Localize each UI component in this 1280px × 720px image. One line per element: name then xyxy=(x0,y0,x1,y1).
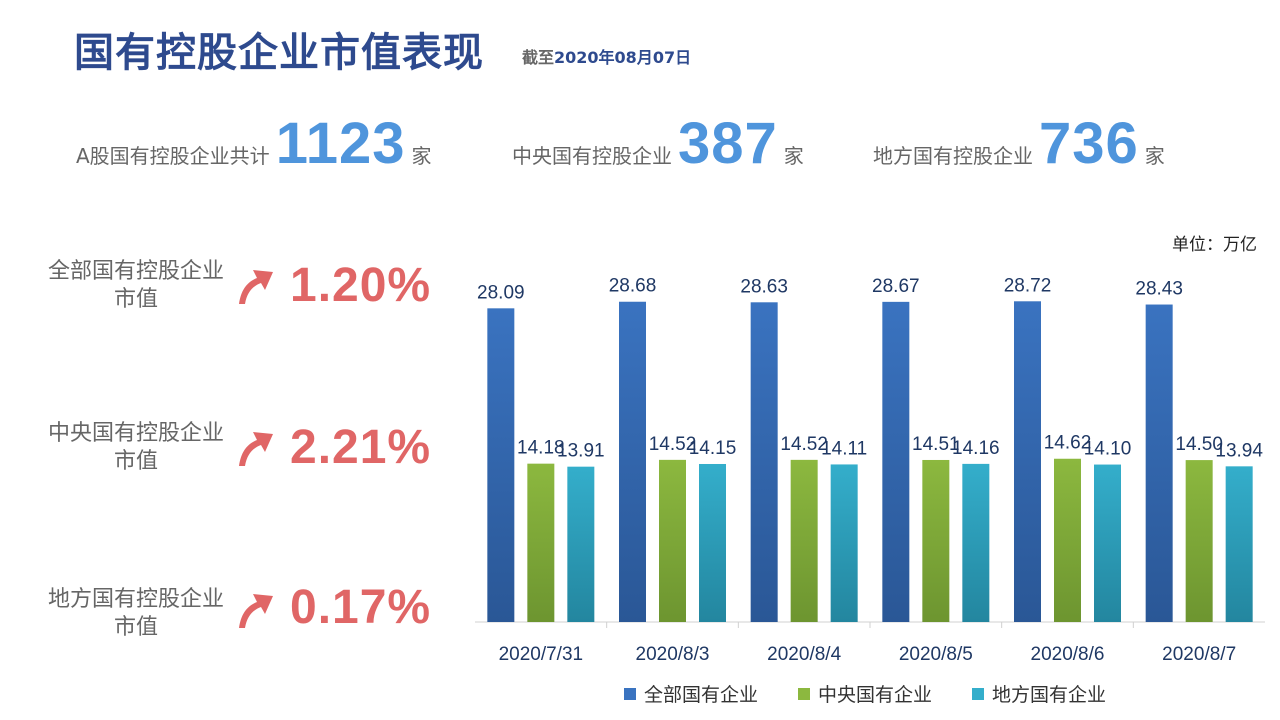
up-arrow-icon xyxy=(239,270,273,304)
data-label: 14.15 xyxy=(689,438,737,459)
stat-total-unit: 家 xyxy=(411,144,432,168)
bar-series-0 xyxy=(619,301,646,622)
stat-local-unit: 家 xyxy=(1144,144,1165,168)
data-label: 14.10 xyxy=(1084,439,1132,460)
stat-total-value: 1123 xyxy=(275,111,406,176)
x-tick-label: 2020/8/4 xyxy=(767,644,841,665)
data-label: 28.63 xyxy=(740,276,788,297)
up-arrow-icon xyxy=(239,594,273,628)
bar-series-0 xyxy=(882,301,910,622)
legend-item-all: 全部国有企业 xyxy=(624,680,758,707)
x-tick-label: 2020/8/5 xyxy=(899,644,973,665)
data-label: 14.16 xyxy=(952,438,1000,459)
data-label: 28.09 xyxy=(477,282,525,303)
data-label: 14.50 xyxy=(1175,434,1223,455)
bar-series-1 xyxy=(1054,458,1081,622)
data-label: 14.52 xyxy=(780,434,828,455)
bar-series-0 xyxy=(1145,304,1173,622)
kpi-local-change: 0.17% xyxy=(290,581,432,634)
bar-series-1 xyxy=(659,459,686,622)
legend-label-central: 中央国有企业 xyxy=(818,684,933,706)
bar-series-0 xyxy=(750,302,778,622)
x-tick-label: 2020/8/3 xyxy=(636,644,710,665)
bar-series-1 xyxy=(790,459,818,622)
stat-local-value: 736 xyxy=(1039,111,1139,176)
data-label: 14.52 xyxy=(649,434,697,455)
chart-unit-label: 单位：万亿 xyxy=(1172,235,1257,255)
stat-central: 中央国有控股企业 387 家 xyxy=(512,110,804,177)
bar-series-1 xyxy=(527,463,555,622)
stat-central-unit: 家 xyxy=(783,144,804,168)
legend-swatch-central xyxy=(798,687,811,700)
bar-series-2 xyxy=(1225,466,1253,622)
up-arrow-icon xyxy=(239,432,273,466)
data-label: 14.11 xyxy=(821,438,867,459)
stat-central-label: 中央国有控股企业 xyxy=(512,144,672,168)
legend-item-central: 中央国有企业 xyxy=(798,680,932,707)
x-tick-label: 2020/8/7 xyxy=(1162,644,1236,665)
data-label: 13.94 xyxy=(1215,440,1263,461)
stat-total: A股国有控股企业共计 1123 家 xyxy=(76,110,432,177)
data-label: 13.91 xyxy=(557,441,605,462)
stat-local-label: 地方国有控股企业 xyxy=(873,144,1033,168)
data-label: 14.18 xyxy=(517,438,565,459)
page-title: 国有控股企业市值表现 xyxy=(74,30,484,76)
data-label: 14.51 xyxy=(912,434,960,455)
bar-series-1 xyxy=(922,459,950,622)
bar-chart: 28.0914.1813.912020/7/3128.6814.5214.152… xyxy=(475,275,1265,665)
chart-legend: 全部国有企业 中央国有企业 地方国有企业 xyxy=(624,680,1106,707)
data-label: 28.43 xyxy=(1135,279,1183,300)
bar-series-0 xyxy=(487,308,515,622)
as-of-date-value: 2020年08月07日 xyxy=(554,48,692,67)
kpi-all-change: 1.20% xyxy=(290,259,432,312)
as-of-date: 截至2020年08月07日 xyxy=(522,44,691,68)
bar-series-2 xyxy=(1094,464,1121,622)
legend-swatch-all xyxy=(624,687,636,700)
legend-label-all: 全部国有企业 xyxy=(644,684,759,706)
bar-series-2 xyxy=(830,464,858,622)
bar-series-0 xyxy=(1014,301,1041,622)
x-tick-label: 2020/7/31 xyxy=(499,644,584,665)
x-tick-label: 2020/8/6 xyxy=(1031,644,1105,665)
data-label: 28.67 xyxy=(872,276,920,297)
bar-series-2 xyxy=(962,463,990,622)
bar-series-2 xyxy=(699,463,726,622)
legend-item-local: 地方国有企业 xyxy=(972,680,1106,707)
data-label: 28.72 xyxy=(1004,275,1052,296)
data-label: 14.62 xyxy=(1044,433,1092,454)
bar-series-2 xyxy=(567,466,595,622)
kpi-central-label: 中央国有控股企业市值 xyxy=(48,421,225,474)
as-of-prefix: 截至 xyxy=(522,48,555,67)
legend-swatch-local xyxy=(972,687,985,700)
bar-series-1 xyxy=(1185,460,1213,622)
stat-central-value: 387 xyxy=(678,111,778,176)
stat-local: 地方国有控股企业 736 家 xyxy=(873,110,1165,177)
kpi-local-label: 地方国有控股企业市值 xyxy=(48,587,225,640)
kpi-all-label: 全部国有控股企业市值 xyxy=(48,259,225,312)
stat-total-label: A股国有控股企业共计 xyxy=(76,144,270,168)
kpi-central-change: 2.21% xyxy=(290,421,432,474)
legend-label-local: 地方国有企业 xyxy=(992,684,1107,706)
data-label: 28.68 xyxy=(609,276,657,297)
